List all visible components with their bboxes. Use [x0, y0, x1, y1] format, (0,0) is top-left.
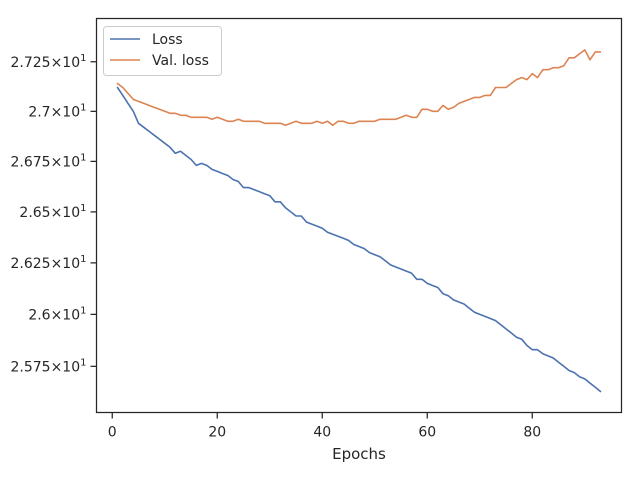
y-tick-label: 2.65×101	[19, 203, 86, 221]
x-tick-label: 0	[108, 425, 117, 441]
ticks-layer: 0 20 40 60 80 2.575×101 2.6×101 2.625×101 2.65×1…	[11, 53, 542, 441]
y-tick-label: 2.7×101	[28, 102, 86, 120]
series-line-val-loss	[116, 49, 602, 127]
y-tick-label: 2.625×101	[11, 254, 87, 272]
legend-label-val-loss: Val. loss	[152, 53, 209, 69]
x-tick-label: 80	[523, 425, 541, 441]
x-tick-label: 60	[418, 425, 436, 441]
plot-area-frame	[95, 17, 623, 414]
lines-layer	[116, 49, 602, 393]
x-axis-label: Epochs	[332, 445, 386, 463]
y-tick-label: 2.575×101	[11, 357, 87, 375]
y-tick-label: 2.725×101	[11, 53, 87, 71]
legend: Loss Val. loss	[103, 26, 222, 76]
y-tick-label: 2.6×101	[28, 305, 86, 323]
legend-label-loss: Loss	[152, 32, 183, 48]
y-tick-label: 2.675×101	[11, 152, 87, 170]
series-line-loss	[116, 86, 602, 393]
x-tick-label: 20	[208, 425, 226, 441]
x-tick-label: 40	[313, 425, 331, 441]
